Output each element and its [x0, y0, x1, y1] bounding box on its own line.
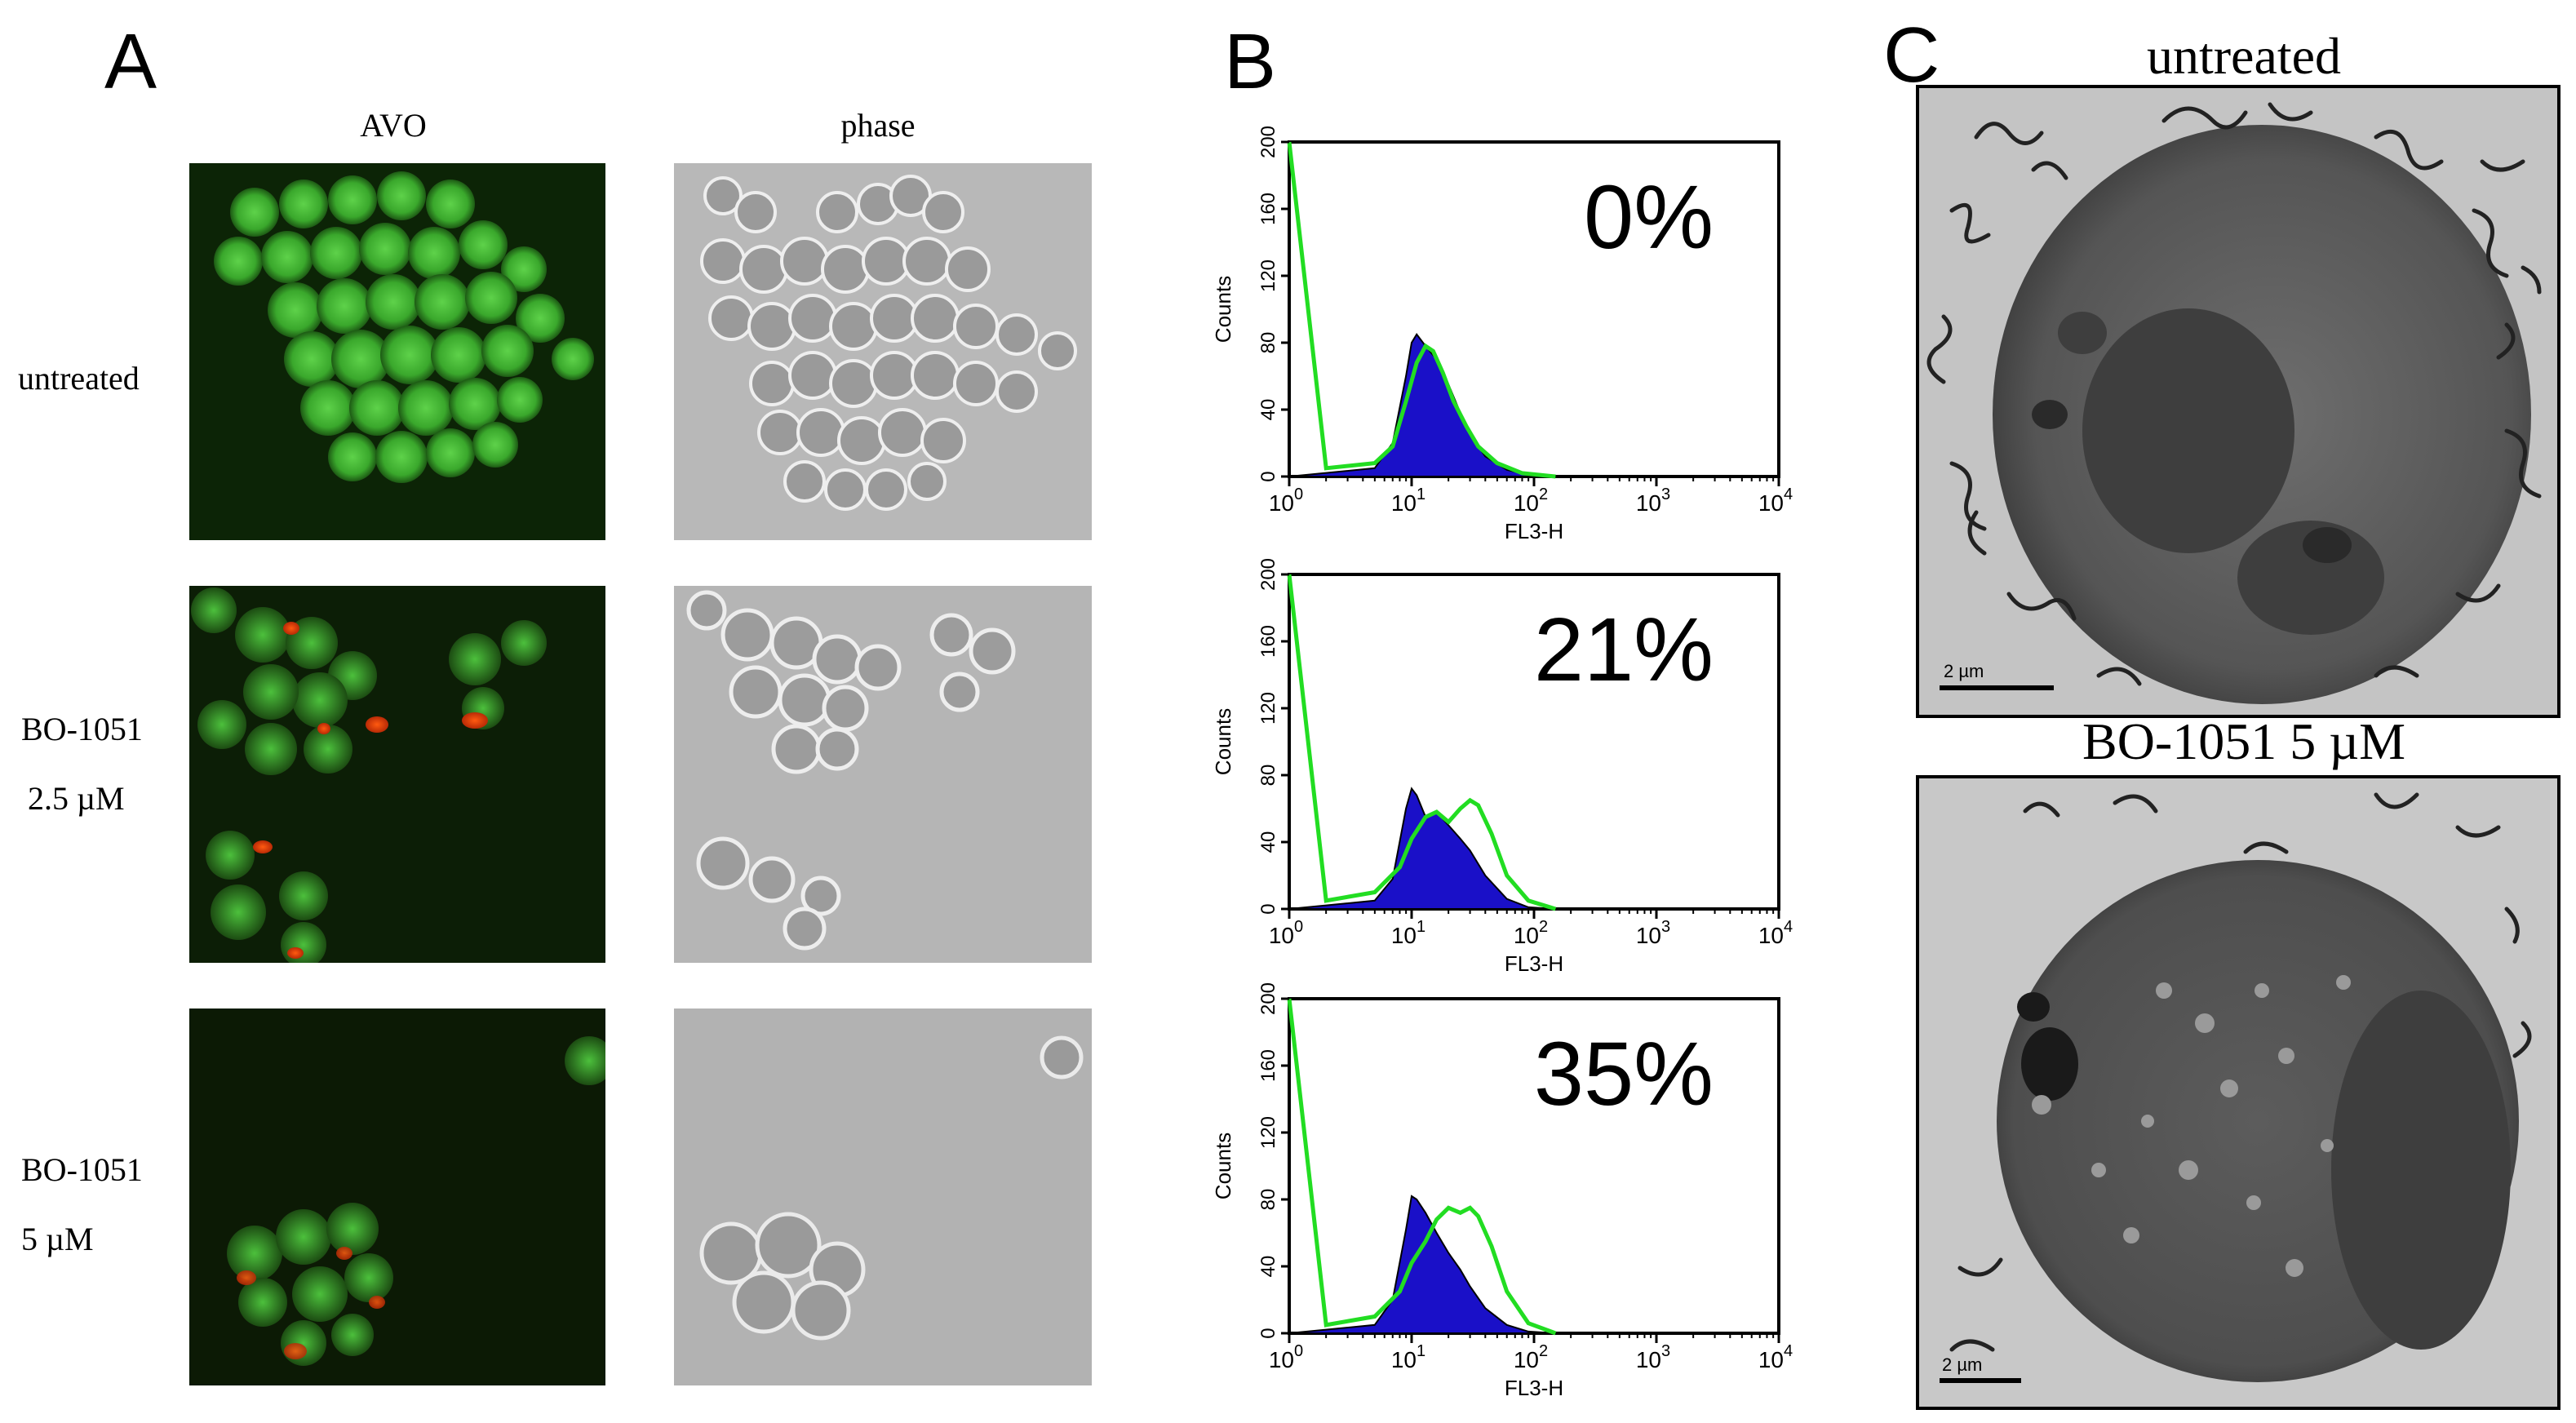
y-tick-label: 200: [1257, 126, 1279, 158]
percent-annotation: 0%: [1584, 167, 1714, 268]
x-tick-label: 101: [1391, 918, 1425, 948]
em-image-bo1051-5um: 2 µm: [1916, 775, 2560, 1410]
y-tick-label: 160: [1257, 625, 1279, 658]
y-tick-label: 0: [1257, 903, 1279, 914]
histogram-1: 0 40 80 120 160 200 100 101 102 103 104 FL3-H Counts…: [1211, 558, 1793, 976]
em-title-bo1051-5um: BO-1051 5 µM: [2082, 712, 2405, 770]
x-tick-label: 104: [1758, 918, 1793, 948]
phase-image-untreated: [674, 163, 1092, 540]
percent-annotation: 35%: [1534, 1024, 1714, 1124]
row-label-untreated: untreated: [18, 360, 140, 397]
x-tick-label: 100: [1269, 918, 1303, 948]
y-tick-label: 120: [1257, 259, 1279, 292]
x-tick-label: 103: [1636, 918, 1670, 948]
x-axis-label: FL3-H: [1505, 1376, 1563, 1400]
x-tick-label: 103: [1636, 485, 1670, 516]
column-label-phase: phase: [840, 107, 916, 144]
panel-b-letter: B: [1224, 18, 1277, 105]
avo-image-bo1051-2-5um: [189, 586, 605, 963]
y-tick-label: 200: [1257, 558, 1279, 591]
x-tick-label: 104: [1758, 485, 1793, 516]
x-tick-label: 100: [1269, 485, 1303, 516]
y-tick-label: 40: [1257, 399, 1279, 421]
y-tick-label: 0: [1257, 1328, 1279, 1338]
row-label-bo1051-5-line1: BO-1051: [21, 1151, 143, 1188]
avo-image-untreated: [189, 163, 605, 540]
avo-image-bo1051-5um: [189, 1009, 605, 1385]
phase-image-bo1051-2-5um: [674, 586, 1092, 963]
x-tick-label: 101: [1391, 1342, 1425, 1372]
histogram-2: 0 40 80 120 160 200 100 101 102 103 104 FL3-H Counts…: [1211, 982, 1793, 1400]
y-tick-label: 120: [1257, 692, 1279, 725]
row-label-bo1051-5-line2: 5 µM: [21, 1221, 94, 1257]
x-axis-label: FL3-H: [1505, 519, 1563, 543]
x-tick-label: 101: [1391, 485, 1425, 516]
y-tick-label: 40: [1257, 831, 1279, 853]
y-tick-label: 160: [1257, 193, 1279, 225]
panel-a-letter: A: [104, 18, 157, 105]
y-axis-label: Counts: [1211, 1133, 1235, 1199]
y-tick-label: 200: [1257, 982, 1279, 1015]
row-label-bo1051-2-5-line1: BO-1051: [21, 711, 143, 747]
x-tick-label: 100: [1269, 1342, 1303, 1372]
x-tick-label: 102: [1514, 1342, 1548, 1372]
x-tick-label: 102: [1514, 485, 1548, 516]
y-tick-label: 80: [1257, 765, 1279, 787]
phase-image-bo1051-5um: [674, 1009, 1092, 1385]
y-tick-label: 80: [1257, 332, 1279, 354]
em-title-untreated: untreated: [2146, 27, 2342, 85]
series-line-1: [1287, 141, 1556, 479]
em-scale-label-bo1051: 2 µm: [1942, 1354, 1982, 1375]
series-line-1: [1287, 574, 1557, 911]
panel-c-letter: C: [1883, 11, 1940, 99]
plot-frame: [1288, 573, 1780, 911]
y-tick-label: 160: [1257, 1049, 1279, 1082]
percent-annotation: 21%: [1534, 600, 1714, 700]
series-line-1: [1287, 998, 1557, 1336]
column-label-avo: AVO: [360, 107, 427, 144]
x-tick-label: 103: [1636, 1342, 1670, 1372]
y-tick-label: 0: [1257, 471, 1279, 481]
x-tick-label: 102: [1514, 918, 1548, 948]
em-scale-label-untreated: 2 µm: [1944, 661, 1984, 681]
x-axis-label: FL3-H: [1505, 951, 1563, 976]
y-tick-label: 40: [1257, 1256, 1279, 1278]
plot-frame: [1288, 140, 1780, 478]
y-tick-label: 120: [1257, 1116, 1279, 1149]
row-label-bo1051-2-5-line2: 2.5 µM: [28, 780, 125, 817]
em-image-untreated: 2 µm: [1916, 85, 2560, 718]
y-axis-label: Counts: [1211, 708, 1235, 775]
x-tick-label: 104: [1758, 1342, 1793, 1372]
histogram-0: 0 40 80 120 160 200 100 101 102 103 104 FL3-H Counts…: [1211, 126, 1793, 543]
series-filled-0: [1288, 1195, 1556, 1334]
y-tick-label: 80: [1257, 1189, 1279, 1211]
y-axis-label: Counts: [1211, 276, 1235, 343]
